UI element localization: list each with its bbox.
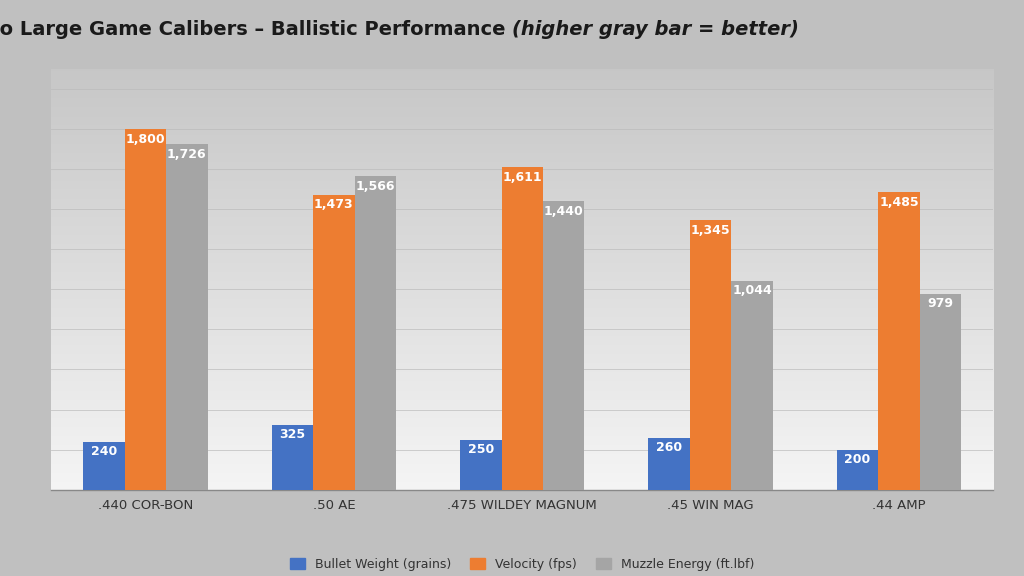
Text: 200: 200 — [845, 453, 870, 466]
Bar — [354, 176, 396, 490]
Text: 1,611: 1,611 — [503, 170, 542, 184]
Text: 1,345: 1,345 — [691, 224, 730, 237]
Text: 1,800: 1,800 — [126, 133, 165, 146]
Bar — [271, 425, 313, 490]
Text: 1,566: 1,566 — [355, 180, 395, 192]
Bar — [648, 438, 690, 490]
Bar — [543, 201, 585, 490]
Text: 325: 325 — [280, 428, 305, 441]
Bar — [83, 442, 125, 490]
Text: 250: 250 — [468, 443, 494, 456]
Text: 260: 260 — [656, 441, 682, 454]
Legend: Bullet Weight (grains), Velocity (fps), Muzzle Energy (ft.lbf): Bullet Weight (grains), Velocity (fps), … — [286, 553, 759, 576]
Text: 1,473: 1,473 — [314, 198, 353, 211]
Bar — [125, 129, 166, 490]
Text: 1,044: 1,044 — [732, 284, 772, 297]
Bar — [920, 294, 962, 490]
Bar — [837, 449, 879, 490]
Text: 1,485: 1,485 — [880, 196, 919, 209]
Text: 1,726: 1,726 — [167, 147, 207, 161]
Bar — [731, 281, 773, 490]
Text: Semi-Auto Large Game Calibers – Ballistic Performance: Semi-Auto Large Game Calibers – Ballisti… — [0, 20, 512, 39]
Text: 240: 240 — [91, 445, 117, 458]
Bar — [879, 192, 920, 490]
Text: (higher gray bar = better): (higher gray bar = better) — [512, 20, 799, 39]
Bar — [502, 167, 543, 490]
Bar — [460, 439, 502, 490]
Bar — [313, 195, 354, 490]
Bar — [690, 220, 731, 490]
Bar — [166, 144, 208, 490]
Text: 1,440: 1,440 — [544, 205, 584, 218]
Text: 979: 979 — [928, 297, 953, 310]
